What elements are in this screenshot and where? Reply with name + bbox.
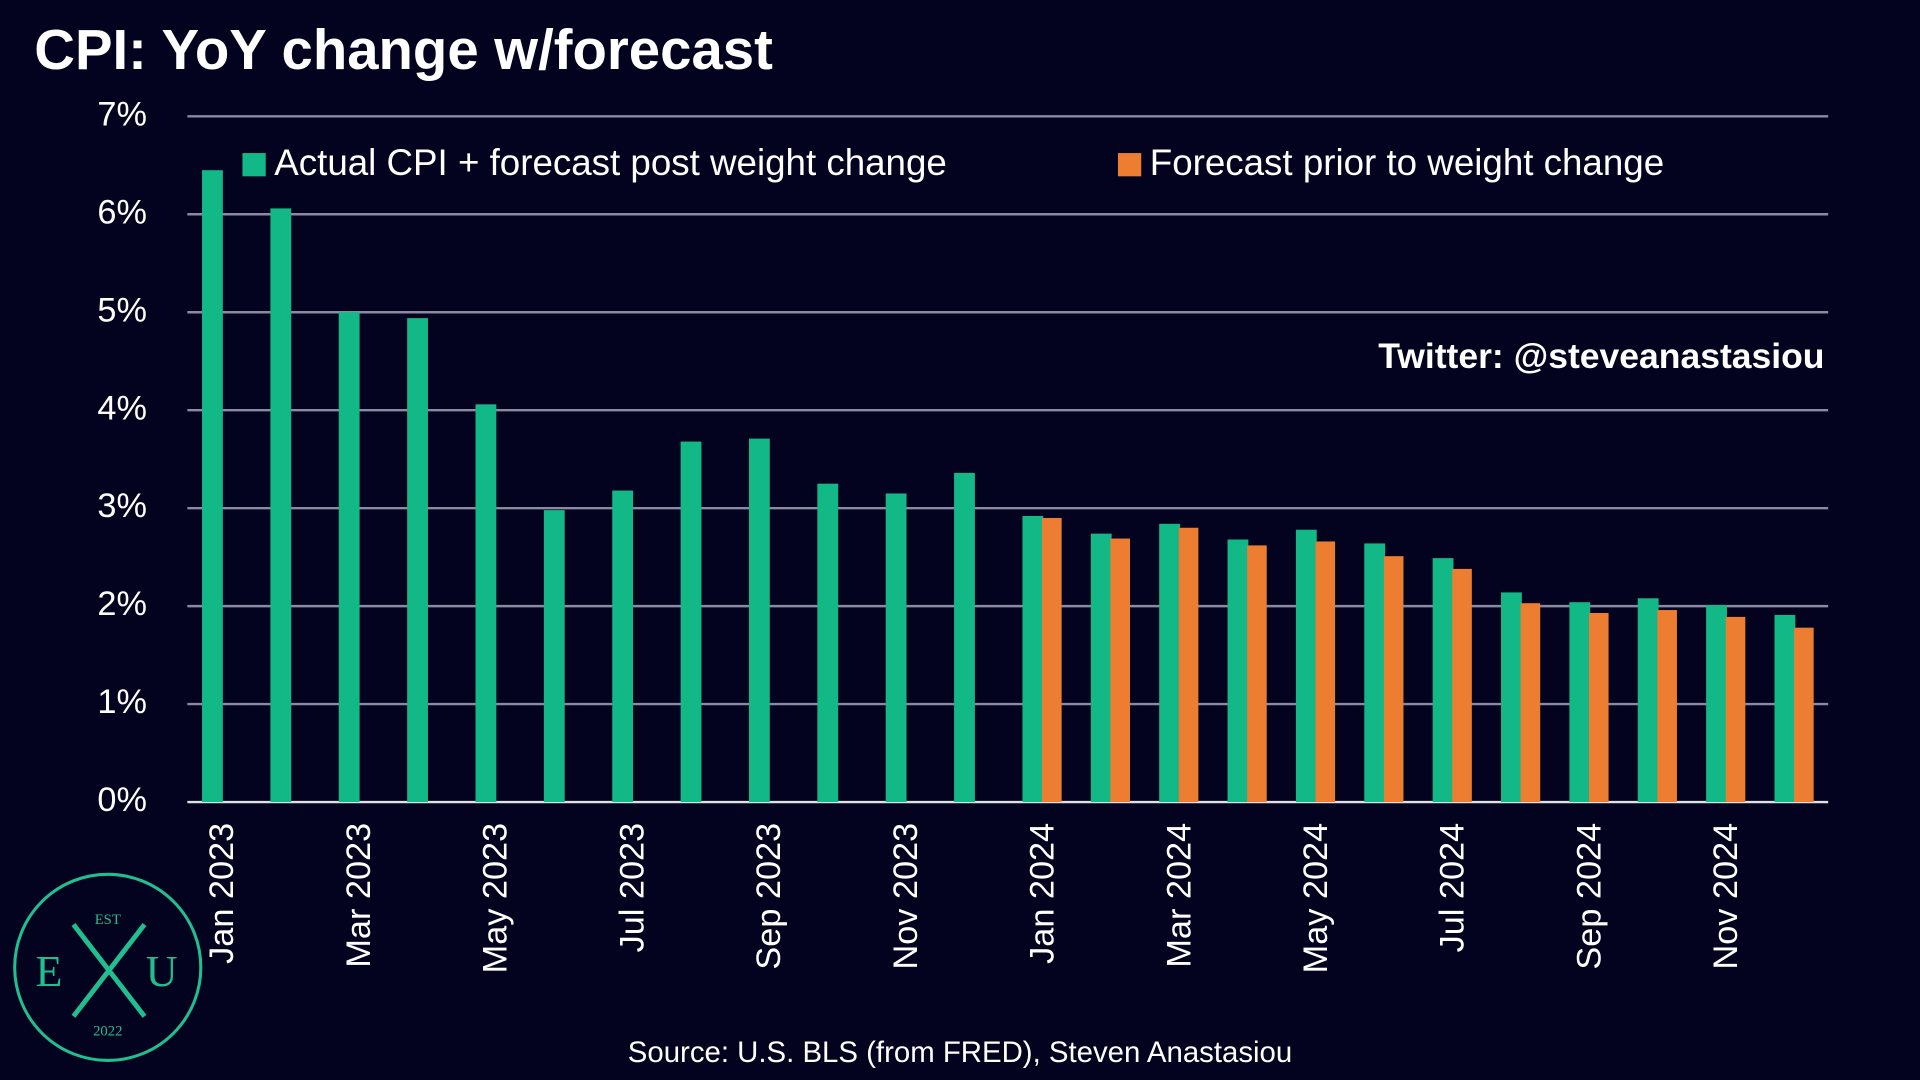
x-tick-label: Nov 2024 [1707,823,1745,970]
logo-ring [13,872,203,1062]
y-tick-label: 3% [97,487,147,525]
legend-label: Forecast prior to weight change [1150,142,1664,183]
y-tick-label: 4% [97,389,147,427]
bar [954,472,975,803]
bar [270,208,292,803]
chart-title: CPI: YoY change w/forecast [34,18,773,81]
x-tick-label: Sep 2024 [1570,823,1608,970]
x-tick-label: Nov 2023 [887,823,925,970]
logo: EST E U 2022 [13,872,203,1062]
x-tick-label: Mar 2024 [1160,823,1198,968]
y-tick-label: 1% [97,683,147,721]
x-tick-label: Jan 2024 [1024,823,1062,964]
bar [1090,533,1112,803]
x-tick-label: Jul 2023 [613,823,651,953]
bar [1452,568,1472,803]
x-tick-label: Mar 2023 [340,823,378,968]
bar [1247,545,1267,803]
bar [748,438,770,803]
logo-text: E [36,947,63,996]
legend-swatch [1117,153,1142,177]
bar [1110,538,1130,803]
legend-swatch [242,153,266,177]
x-tick-label: Jul 2024 [1434,823,1472,953]
bar [1774,614,1796,803]
bar [1657,610,1677,803]
legend-label: Actual CPI + forecast post weight change [274,142,947,183]
bar [1520,603,1541,803]
bar [1022,516,1044,803]
bar [202,170,223,803]
bar [1042,517,1062,803]
bar [1588,612,1609,803]
logo-text: 2022 [93,1024,122,1040]
x-tick-label: May 2024 [1297,823,1335,973]
logo-x [71,922,147,1018]
bar [1315,541,1336,803]
logo-text: U [146,947,178,996]
bar [1706,605,1727,803]
bar [612,490,634,803]
source: Source: U.S. BLS (from FRED), Steven Ana… [628,1036,1292,1069]
bar [1725,616,1746,803]
annotation: Twitter: @steveanastasiou [1378,336,1824,376]
bar [1569,602,1591,803]
bar [1227,539,1249,803]
y-tick-label: 0% [97,781,147,819]
x-tick-label: May 2023 [477,823,515,973]
bar [1501,592,1522,803]
y-tick-label: 2% [97,585,147,623]
y-tick-label: 6% [97,193,147,231]
bar [817,483,839,803]
y-tick-label: 5% [97,291,147,329]
y-tick-label: 7% [97,95,147,133]
bar [885,493,907,803]
bar [1178,527,1199,803]
logo-text: EST [95,912,121,928]
x-tick-label: Jan 2023 [203,823,241,964]
bar [1794,627,1814,803]
bar [475,404,497,803]
x-tick-label: Sep 2023 [750,823,788,970]
bar [1383,556,1404,803]
bar [543,510,565,803]
bar [338,312,360,803]
bar [1159,523,1180,803]
bar [680,441,702,803]
bar [1295,529,1317,803]
bar [407,318,428,803]
bar [1364,543,1386,803]
bar [1637,598,1659,803]
bar [1432,558,1454,803]
